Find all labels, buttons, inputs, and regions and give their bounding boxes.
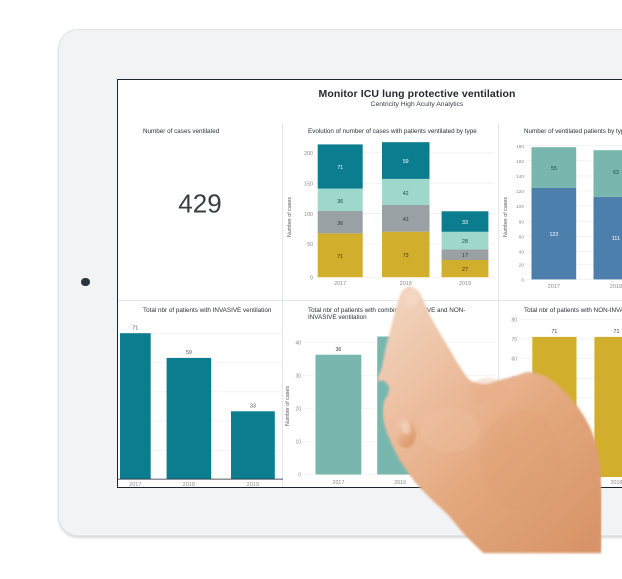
- svg-text:42: 42: [403, 191, 409, 197]
- svg-text:36: 36: [337, 199, 343, 205]
- svg-text:2020: 2020: [456, 480, 468, 486]
- svg-text:30: 30: [511, 416, 517, 422]
- svg-text:40: 40: [519, 250, 525, 256]
- svg-text:73: 73: [403, 253, 409, 259]
- svg-text:20: 20: [511, 436, 517, 442]
- svg-text:2018: 2018: [183, 482, 195, 488]
- svg-text:59: 59: [403, 159, 409, 165]
- svg-text:42: 42: [397, 329, 403, 335]
- svg-text:2017: 2017: [334, 281, 346, 287]
- svg-text:2017: 2017: [333, 480, 345, 486]
- svg-text:17: 17: [462, 253, 468, 259]
- svg-text:43: 43: [403, 217, 409, 223]
- svg-text:0: 0: [298, 473, 301, 479]
- svg-text:120: 120: [516, 189, 524, 195]
- svg-text:0: 0: [514, 475, 517, 481]
- svg-text:140: 140: [516, 174, 524, 180]
- svg-text:20: 20: [519, 263, 525, 269]
- svg-text:60: 60: [519, 234, 525, 240]
- svg-text:63: 63: [613, 170, 619, 176]
- svg-text:71: 71: [337, 254, 343, 260]
- svg-text:2019: 2019: [459, 281, 471, 287]
- svg-text:2019: 2019: [394, 480, 406, 486]
- svg-text:30: 30: [295, 374, 301, 380]
- svg-text:33: 33: [250, 404, 256, 410]
- svg-text:40: 40: [295, 341, 301, 347]
- svg-text:180: 180: [516, 144, 524, 150]
- svg-text:71: 71: [614, 329, 620, 335]
- svg-text:2018: 2018: [400, 281, 412, 287]
- svg-text:Number of cases: Number of cases: [285, 386, 291, 426]
- svg-text:2018: 2018: [611, 480, 622, 486]
- svg-text:40: 40: [511, 396, 517, 402]
- svg-text:50: 50: [511, 376, 517, 382]
- svg-text:27: 27: [462, 267, 468, 273]
- svg-text:Number of cases: Number of cases: [287, 197, 293, 237]
- svg-text:36: 36: [337, 221, 343, 227]
- svg-text:100: 100: [304, 212, 313, 218]
- svg-text:71: 71: [132, 326, 138, 332]
- svg-text:Number of cases: Number of cases: [503, 197, 509, 237]
- svg-text:33: 33: [462, 220, 468, 226]
- svg-text:55: 55: [551, 166, 557, 172]
- svg-text:2018: 2018: [610, 284, 622, 290]
- svg-text:0: 0: [521, 278, 524, 284]
- svg-text:17: 17: [459, 416, 465, 422]
- svg-text:200: 200: [304, 151, 313, 157]
- svg-text:160: 160: [516, 159, 524, 165]
- svg-text:2019: 2019: [247, 482, 259, 488]
- svg-text:59: 59: [186, 350, 192, 356]
- svg-text:2017: 2017: [129, 482, 141, 488]
- svg-text:123: 123: [549, 232, 558, 238]
- svg-text:111: 111: [612, 236, 620, 242]
- svg-text:100: 100: [516, 204, 524, 210]
- svg-text:80: 80: [519, 219, 525, 225]
- svg-text:60: 60: [511, 357, 517, 363]
- svg-text:50: 50: [307, 242, 313, 248]
- svg-text:80: 80: [511, 317, 517, 323]
- svg-text:36: 36: [335, 347, 341, 353]
- svg-text:150: 150: [304, 181, 313, 187]
- svg-text:28: 28: [462, 239, 468, 245]
- svg-text:71: 71: [551, 329, 557, 335]
- svg-text:70: 70: [511, 337, 517, 343]
- svg-text:10: 10: [511, 455, 517, 461]
- svg-text:2017: 2017: [549, 480, 561, 486]
- svg-text:0: 0: [310, 275, 313, 281]
- svg-text:71: 71: [337, 165, 343, 171]
- svg-text:20: 20: [295, 407, 301, 413]
- svg-text:2017: 2017: [548, 284, 560, 290]
- svg-text:10: 10: [295, 440, 301, 446]
